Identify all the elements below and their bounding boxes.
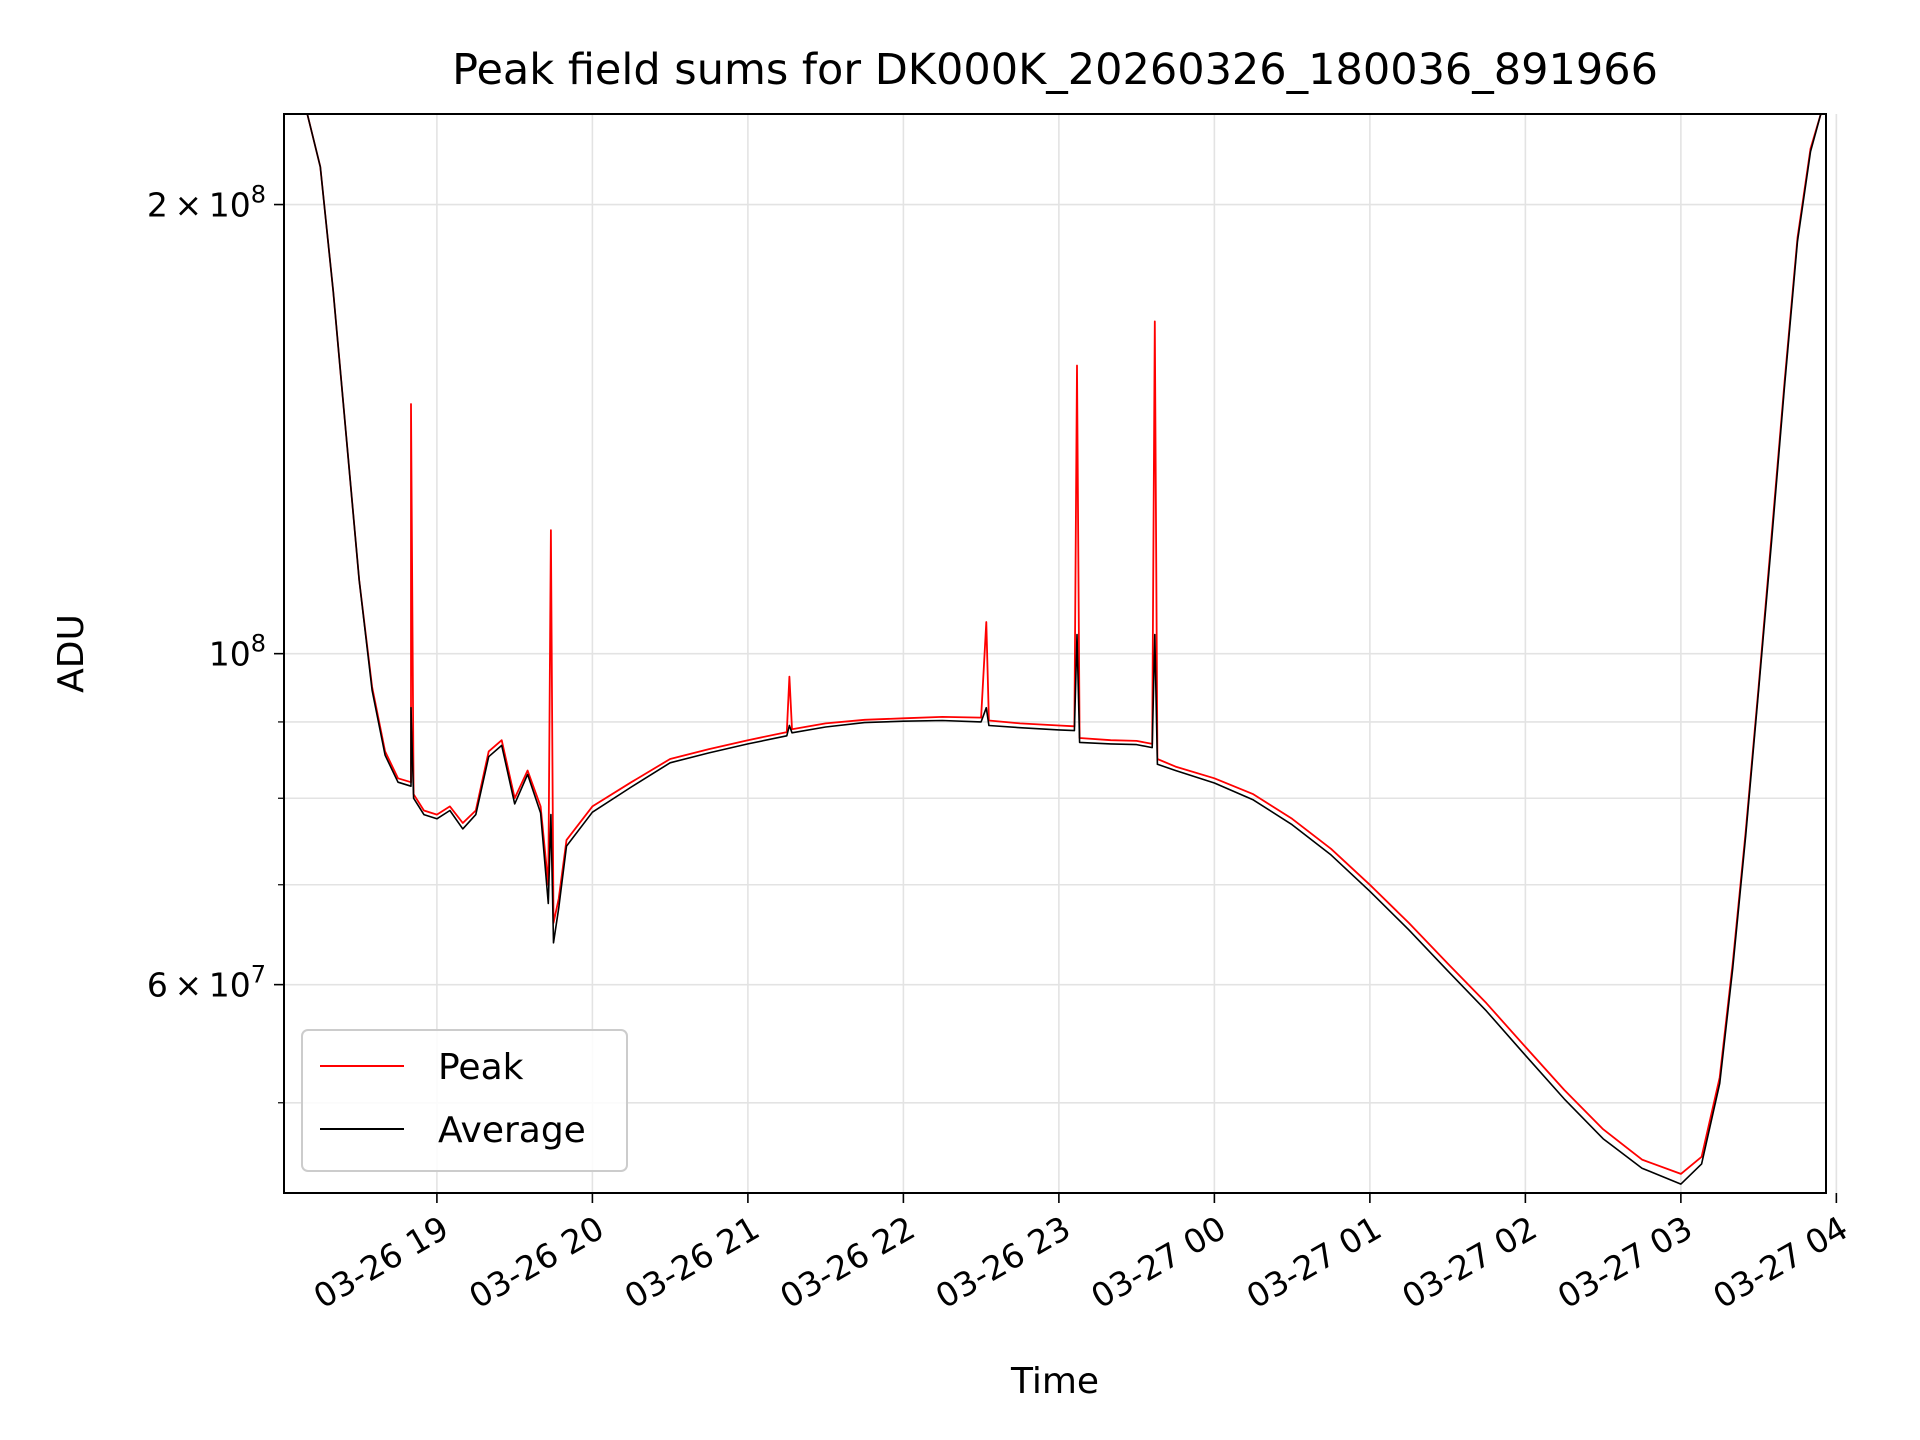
legend-label: Peak [438, 1047, 524, 1088]
legend-label: Average [438, 1110, 586, 1151]
y-tick-label: 6 × 107 [147, 961, 266, 1005]
x-axis-title: Time [1010, 1361, 1099, 1402]
y-tick-label: 108 [209, 630, 266, 674]
y-axis-title: ADU [51, 614, 92, 693]
series-layer [306, 114, 1822, 1185]
legend: Peak Average [301, 1029, 628, 1172]
chart-title: Peak field sums for DK000K_20260326_1800… [452, 45, 1658, 95]
series-line-peak [306, 114, 1822, 1175]
series-line-average [306, 114, 1822, 1185]
y-tick-label: 2 × 108 [147, 181, 266, 225]
